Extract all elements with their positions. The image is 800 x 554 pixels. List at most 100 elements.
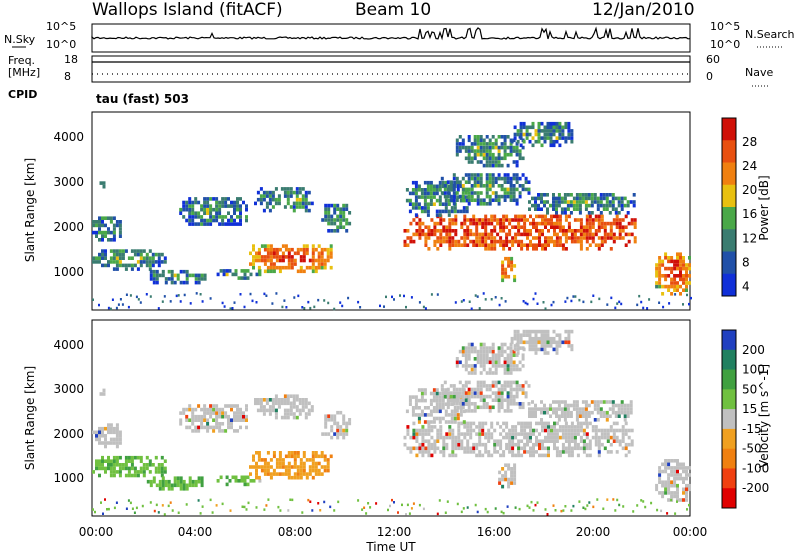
range-cell	[567, 229, 571, 233]
range-cell	[109, 307, 112, 311]
range-cell	[612, 435, 616, 440]
range-cell	[513, 470, 517, 475]
range-cell	[485, 202, 489, 206]
range-cell	[188, 479, 192, 484]
range-cell	[549, 121, 553, 126]
range-cell	[594, 243, 598, 247]
range-cell	[319, 509, 322, 512]
range-cell	[408, 402, 412, 406]
range-cell	[667, 480, 671, 484]
range-cell	[342, 432, 346, 436]
range-cell	[602, 400, 606, 404]
range-cell	[561, 225, 565, 229]
range-cell	[215, 414, 219, 419]
range-cell	[115, 455, 119, 460]
range-cell	[286, 197, 290, 202]
range-cell	[503, 384, 507, 388]
range-cell	[292, 394, 296, 398]
range-cell	[679, 466, 682, 470]
range-cell	[476, 360, 480, 365]
range-cell	[560, 414, 564, 418]
range-cell	[476, 202, 480, 206]
range-cell	[538, 453, 541, 458]
range-cell	[511, 439, 515, 443]
range-cell	[121, 463, 125, 467]
range-cell	[101, 216, 104, 220]
range-cell	[557, 203, 561, 208]
range-cell	[311, 244, 315, 248]
range-cell	[342, 428, 346, 433]
range-cell	[461, 387, 465, 392]
range-cell	[191, 418, 195, 422]
range-cell	[588, 236, 592, 240]
range-cell	[456, 184, 460, 189]
range-cell	[252, 265, 255, 270]
range-cell	[541, 439, 544, 443]
range-cell	[449, 391, 453, 395]
range-cell	[336, 421, 340, 426]
range-cell	[231, 272, 235, 277]
range-cell	[218, 207, 222, 212]
range-cell	[627, 239, 631, 244]
range-cell	[584, 207, 588, 211]
range-cell	[98, 252, 101, 257]
range-cell	[295, 187, 299, 191]
range-cell	[664, 266, 668, 271]
range-cell	[605, 418, 609, 422]
range-cell	[274, 197, 278, 202]
range-cell	[194, 200, 198, 205]
range-cell	[155, 483, 159, 488]
range-cell	[496, 221, 500, 226]
range-cell	[459, 406, 463, 410]
range-cell	[512, 349, 516, 354]
range-cell	[600, 428, 604, 433]
range-cell	[440, 176, 444, 181]
range-cell	[255, 255, 258, 259]
range-cell	[519, 121, 523, 126]
range-cell	[509, 409, 513, 413]
range-cell	[342, 207, 346, 211]
range-cell	[506, 191, 510, 195]
range-cell	[563, 403, 567, 408]
range-cell	[449, 384, 453, 388]
x-tick-label: 20:00	[576, 525, 611, 539]
range-cell	[550, 218, 553, 222]
range-cell	[137, 298, 140, 301]
range-cell	[304, 197, 308, 202]
range-cell	[454, 439, 458, 443]
range-cell	[124, 473, 128, 478]
range-cell	[557, 418, 561, 422]
range-cell	[246, 276, 250, 280]
range-cell	[682, 256, 685, 260]
range-cell	[482, 163, 486, 168]
range-cell	[179, 422, 183, 426]
range-cell	[268, 190, 272, 195]
range-cell	[361, 508, 364, 511]
range-cell	[445, 225, 449, 229]
range-cell	[299, 258, 303, 263]
range-cell	[221, 204, 225, 208]
range-cell	[185, 414, 189, 419]
range-cell	[252, 262, 255, 266]
range-cell	[278, 247, 282, 252]
range-cell	[299, 461, 303, 466]
range-cell	[553, 439, 556, 443]
range-cell	[535, 421, 538, 426]
range-cell	[301, 405, 305, 409]
range-cell	[549, 143, 553, 148]
range-cell	[301, 194, 305, 198]
range-cell	[584, 400, 588, 404]
range-cell	[528, 347, 532, 352]
range-cell	[661, 491, 665, 495]
range-cell	[460, 221, 464, 226]
range-cell	[412, 218, 416, 222]
range-cell	[109, 230, 113, 235]
range-cell	[640, 300, 643, 304]
range-cell	[209, 407, 213, 412]
range-cell	[585, 236, 589, 240]
range-cell	[401, 503, 403, 507]
range-cell	[427, 247, 431, 251]
range-cell	[472, 221, 476, 226]
range-cell	[490, 298, 493, 301]
range-cell	[547, 239, 550, 244]
